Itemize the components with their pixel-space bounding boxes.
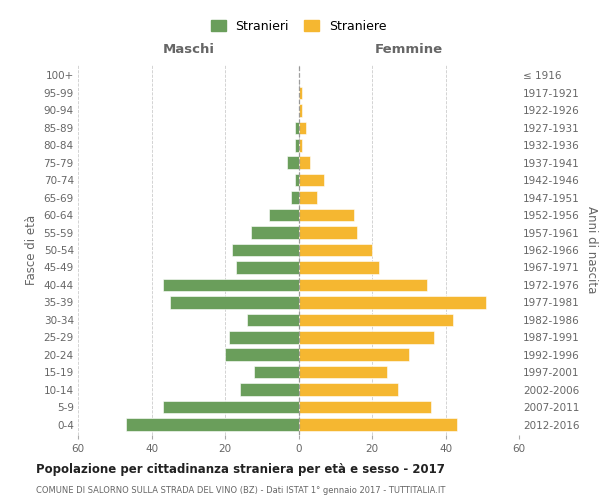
- Bar: [229, 331, 299, 344]
- Bar: [299, 331, 434, 344]
- Bar: [299, 104, 302, 117]
- Bar: [232, 244, 299, 256]
- Bar: [299, 244, 372, 256]
- Bar: [236, 261, 299, 274]
- Bar: [299, 401, 431, 413]
- Bar: [299, 348, 409, 361]
- Bar: [295, 174, 299, 186]
- Bar: [247, 314, 299, 326]
- Bar: [299, 278, 427, 291]
- Bar: [254, 366, 299, 378]
- Bar: [295, 122, 299, 134]
- Bar: [295, 139, 299, 151]
- Bar: [299, 156, 310, 169]
- Bar: [299, 384, 398, 396]
- Bar: [251, 226, 299, 239]
- Bar: [269, 209, 299, 222]
- Bar: [299, 226, 358, 239]
- Legend: Stranieri, Straniere: Stranieri, Straniere: [207, 16, 390, 36]
- Bar: [299, 209, 353, 222]
- Bar: [299, 192, 317, 204]
- Text: Femmine: Femmine: [374, 44, 443, 57]
- Bar: [163, 401, 299, 413]
- Bar: [299, 418, 457, 431]
- Bar: [299, 139, 302, 151]
- Bar: [299, 296, 486, 308]
- Bar: [163, 278, 299, 291]
- Bar: [299, 174, 324, 186]
- Bar: [225, 348, 299, 361]
- Text: Maschi: Maschi: [162, 44, 214, 57]
- Bar: [291, 192, 299, 204]
- Bar: [240, 384, 299, 396]
- Text: Popolazione per cittadinanza straniera per età e sesso - 2017: Popolazione per cittadinanza straniera p…: [36, 462, 445, 475]
- Bar: [299, 261, 379, 274]
- Bar: [126, 418, 299, 431]
- Text: COMUNE DI SALORNO SULLA STRADA DEL VINO (BZ) - Dati ISTAT 1° gennaio 2017 - TUTT: COMUNE DI SALORNO SULLA STRADA DEL VINO …: [36, 486, 445, 495]
- Bar: [299, 314, 453, 326]
- Y-axis label: Fasce di età: Fasce di età: [25, 215, 38, 285]
- Bar: [299, 86, 302, 99]
- Bar: [287, 156, 299, 169]
- Y-axis label: Anni di nascita: Anni di nascita: [586, 206, 598, 294]
- Bar: [170, 296, 299, 308]
- Bar: [299, 122, 306, 134]
- Bar: [299, 366, 387, 378]
